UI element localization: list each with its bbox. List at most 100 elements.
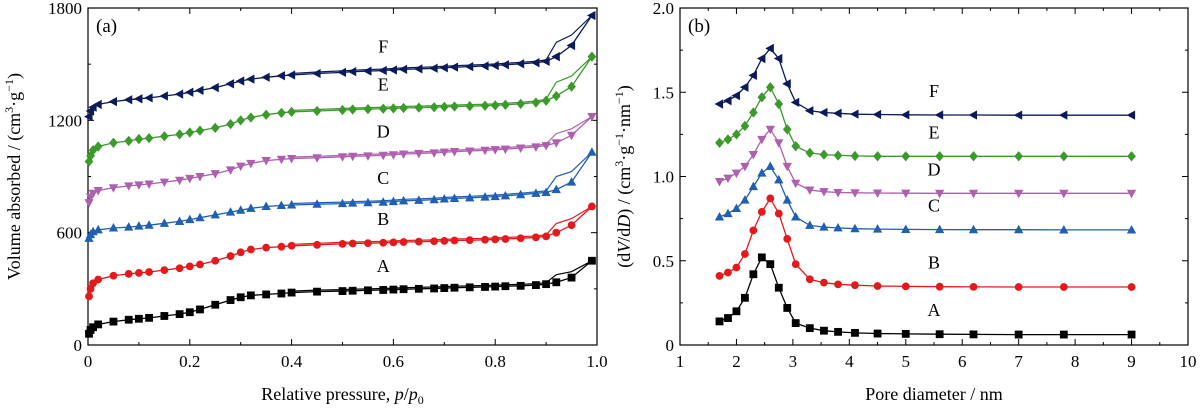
marker-A xyxy=(501,282,510,291)
marker-D xyxy=(748,151,759,160)
series-B: B xyxy=(715,194,1136,291)
marker-D xyxy=(723,174,733,184)
marker-E xyxy=(195,125,205,136)
marker-F xyxy=(782,79,791,89)
marker-C xyxy=(348,198,358,207)
marker-B xyxy=(364,239,372,248)
marker-D xyxy=(1014,189,1024,199)
series-F: F xyxy=(714,43,1136,120)
marker-E xyxy=(732,129,741,140)
marker-C xyxy=(246,203,256,212)
marker-E xyxy=(84,156,94,167)
marker-E xyxy=(144,132,154,144)
marker-E xyxy=(850,150,860,162)
marker-F xyxy=(900,110,910,120)
y-tick-label: 0 xyxy=(666,336,675,355)
x-tick-label: 5 xyxy=(902,352,911,371)
marker-A xyxy=(226,296,235,304)
marker-A xyxy=(774,283,783,292)
marker-B xyxy=(732,263,741,272)
marker-E xyxy=(723,134,733,145)
y-tick-label: 1800 xyxy=(48,0,82,18)
marker-A xyxy=(175,310,184,319)
marker-B xyxy=(901,282,910,291)
marker-A xyxy=(1059,330,1068,339)
marker-E xyxy=(749,107,758,118)
marker-A xyxy=(516,281,525,290)
marker-D xyxy=(174,176,185,186)
series-line-B xyxy=(88,206,593,297)
marker-D xyxy=(429,149,439,158)
marker-A xyxy=(757,253,766,262)
marker-F xyxy=(723,96,732,106)
marker-A xyxy=(1127,330,1136,339)
marker-A xyxy=(935,330,944,339)
marker-C xyxy=(108,223,119,232)
marker-F xyxy=(818,107,828,118)
marker-F xyxy=(184,87,194,97)
y-title-slash: /d xyxy=(614,228,634,242)
marker-D xyxy=(363,152,373,161)
marker-F xyxy=(133,94,143,104)
marker-C xyxy=(398,195,409,205)
marker-C xyxy=(429,194,439,204)
x-title-text: Relative pressure, xyxy=(261,384,394,404)
y-axis-title: (dV/dD) / (cm3·g−1·nm−1) xyxy=(612,85,635,268)
marker-B xyxy=(774,209,783,218)
marker-E xyxy=(969,151,978,162)
marker-D xyxy=(714,178,725,187)
marker-E xyxy=(541,95,551,106)
y-title-close: ) xyxy=(4,73,25,79)
series-line-E xyxy=(719,86,1132,157)
marker-B xyxy=(820,278,828,287)
marker-F xyxy=(195,85,204,96)
marker-D xyxy=(84,199,94,208)
series-F: F xyxy=(84,10,596,122)
marker-A xyxy=(732,307,741,316)
marker-B xyxy=(532,233,540,242)
marker-F xyxy=(464,61,474,72)
marker-F xyxy=(500,60,509,70)
marker-C xyxy=(587,147,597,156)
marker-F xyxy=(833,108,842,118)
series-line-C xyxy=(88,151,593,239)
marker-C xyxy=(363,197,373,207)
marker-E xyxy=(210,122,220,133)
y-tick-label: 0.5 xyxy=(653,252,674,271)
marker-A xyxy=(399,285,408,294)
marker-B xyxy=(501,235,510,243)
x-tick-label: 7 xyxy=(1014,352,1023,371)
y-title-nm: ·nm xyxy=(614,104,634,133)
series-line-A xyxy=(88,260,593,335)
marker-E xyxy=(765,82,775,93)
marker-F xyxy=(765,43,774,54)
marker-A xyxy=(791,319,800,327)
marker-F xyxy=(245,74,255,84)
marker-A xyxy=(532,281,540,289)
marker-C xyxy=(500,190,511,200)
marker-B xyxy=(791,260,800,269)
marker-A xyxy=(542,280,550,289)
marker-E xyxy=(450,101,459,112)
marker-D xyxy=(246,159,256,169)
marker-C xyxy=(731,203,742,213)
marker-C xyxy=(490,191,500,201)
marker-F xyxy=(714,99,724,109)
marker-C xyxy=(968,224,979,234)
marker-E xyxy=(399,102,408,114)
marker-F xyxy=(1013,110,1023,120)
marker-A xyxy=(145,313,153,322)
marker-C xyxy=(465,192,475,202)
marker-B xyxy=(379,238,388,247)
marker-C xyxy=(1014,224,1024,234)
series-label-B: B xyxy=(928,253,940,273)
marker-C xyxy=(378,197,388,206)
marker-B xyxy=(1059,283,1068,291)
marker-A xyxy=(364,286,372,295)
x-title-p0: p xyxy=(407,384,418,404)
marker-C xyxy=(765,161,775,170)
marker-A xyxy=(287,288,296,297)
marker-B xyxy=(724,268,732,277)
panel-b-pore-distribution: 1 2 3 4 5 6 7 8 9 10 0 0.5 1.0 1.5 2.0 (b) Pore diameter… xyxy=(612,0,1197,404)
marker-B xyxy=(935,282,944,291)
